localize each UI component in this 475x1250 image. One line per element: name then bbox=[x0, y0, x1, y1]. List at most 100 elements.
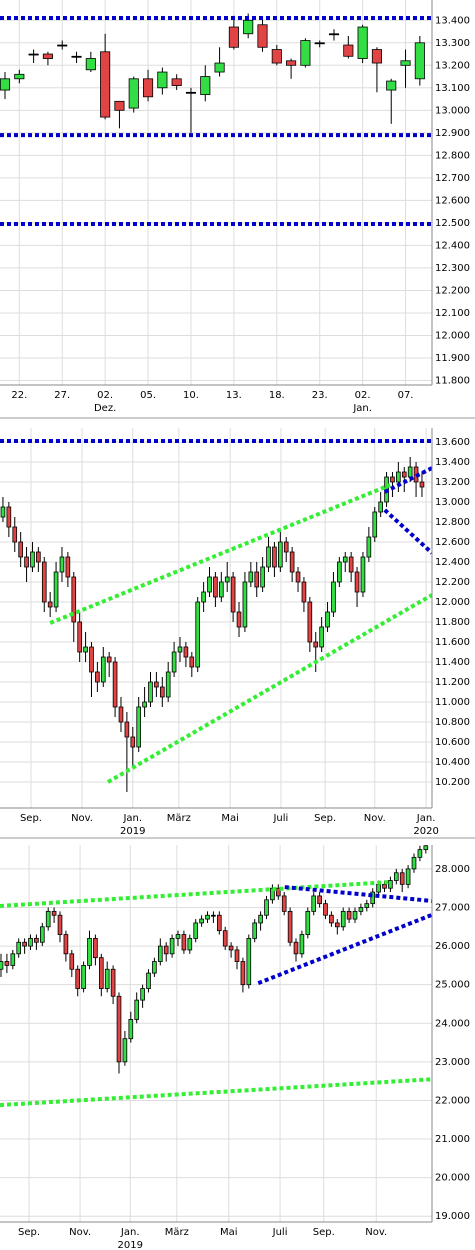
x-tick-label: Mai bbox=[220, 1227, 238, 1238]
candle-body bbox=[41, 561, 47, 603]
candle-body bbox=[323, 903, 328, 916]
candle-body bbox=[47, 601, 53, 608]
y-tick-label: 12.800 bbox=[435, 517, 470, 528]
candle-body bbox=[254, 571, 260, 588]
candle-body bbox=[372, 511, 378, 538]
candle-body bbox=[200, 76, 211, 95]
candle-body bbox=[154, 681, 159, 688]
y-tick-label: 12.100 bbox=[435, 308, 470, 319]
candle-body bbox=[146, 972, 151, 989]
candle-body bbox=[95, 671, 100, 683]
x-tick-label-secondary: 2019 bbox=[117, 1240, 142, 1250]
candle-body bbox=[136, 706, 142, 748]
y-tick-label: 12.000 bbox=[435, 597, 470, 608]
candle-body bbox=[283, 541, 289, 553]
trend-line bbox=[0, 880, 390, 908]
y-tick-label: 12.500 bbox=[435, 218, 470, 229]
x-tick-label: Nov. bbox=[71, 813, 93, 824]
candle-body bbox=[177, 646, 183, 653]
y-tick-label: 12.400 bbox=[435, 557, 470, 568]
plot-area bbox=[0, 428, 432, 808]
x-tick-label: 23. bbox=[312, 390, 328, 401]
y-tick-label: 11.900 bbox=[435, 353, 470, 364]
candle-body bbox=[325, 611, 330, 628]
candle-body bbox=[248, 571, 254, 583]
candle-body bbox=[218, 581, 224, 598]
candle-body bbox=[114, 100, 125, 111]
trend-line bbox=[49, 483, 391, 625]
x-tick-label-secondary: 2020 bbox=[413, 826, 438, 837]
candle-body bbox=[116, 995, 122, 1063]
candle-body bbox=[313, 641, 319, 648]
candle-body bbox=[293, 941, 299, 955]
x-tick-label: März bbox=[167, 813, 191, 824]
candle-body bbox=[165, 671, 171, 698]
x-tick-label: Sep. bbox=[18, 1227, 40, 1238]
candle-body bbox=[175, 934, 181, 939]
candle-body bbox=[106, 656, 112, 663]
candle-body bbox=[414, 42, 425, 80]
candle-body bbox=[16, 941, 22, 955]
candle-body bbox=[148, 681, 153, 703]
candle-body bbox=[236, 611, 242, 628]
candle-body bbox=[140, 988, 145, 1001]
trend-line bbox=[257, 912, 432, 986]
y-tick-label: 12.300 bbox=[435, 263, 470, 274]
candle-body bbox=[343, 44, 354, 57]
y-tick-label: 20.000 bbox=[435, 1173, 470, 1184]
candle-body bbox=[352, 910, 358, 920]
candle-body bbox=[143, 78, 154, 98]
candle-body bbox=[230, 576, 236, 613]
candle-body bbox=[216, 914, 222, 932]
x-tick-label: Nov. bbox=[365, 1227, 387, 1238]
candle-body bbox=[378, 501, 383, 513]
candle-body bbox=[370, 891, 376, 905]
candle-body bbox=[98, 957, 104, 989]
candle-body bbox=[28, 53, 39, 56]
candle-body bbox=[0, 506, 6, 518]
candle-body bbox=[388, 880, 393, 889]
x-tick-label: 02. bbox=[355, 390, 371, 401]
x-tick-label: 18. bbox=[269, 390, 285, 401]
candle-body bbox=[301, 581, 307, 603]
candle-body bbox=[185, 91, 197, 94]
candle-body bbox=[334, 922, 340, 928]
candle-body bbox=[417, 849, 423, 858]
candle-body bbox=[228, 26, 239, 48]
y-tick-label: 27.000 bbox=[435, 903, 470, 914]
candle-body bbox=[10, 953, 16, 966]
candle-body bbox=[163, 945, 169, 955]
candle-body bbox=[181, 934, 187, 951]
candle-body bbox=[222, 930, 228, 947]
candle-body bbox=[358, 907, 364, 912]
candle-body bbox=[45, 910, 51, 928]
candle-body bbox=[211, 914, 216, 917]
candle-body bbox=[242, 581, 248, 628]
y-tick-label: 10.600 bbox=[435, 737, 470, 748]
candle-body bbox=[295, 571, 301, 583]
candle-body bbox=[234, 949, 240, 962]
candle-body bbox=[278, 541, 283, 568]
candle-body bbox=[275, 887, 281, 897]
candle-body bbox=[364, 903, 370, 908]
candle-body bbox=[407, 466, 413, 478]
x-tick-label: 07. bbox=[398, 390, 414, 401]
plot-area bbox=[0, 0, 432, 385]
candle-body bbox=[411, 856, 417, 870]
candle-body bbox=[346, 910, 352, 920]
x-tick-label: Jan. bbox=[122, 813, 142, 824]
candle-body bbox=[419, 481, 425, 488]
y-tick-label: 13.000 bbox=[435, 105, 470, 116]
x-tick-label: Nov. bbox=[364, 813, 386, 824]
y-tick-label: 12.000 bbox=[435, 330, 470, 341]
candle-body bbox=[157, 945, 163, 962]
y-tick-label: 19.000 bbox=[435, 1211, 470, 1222]
candle-body bbox=[329, 914, 334, 924]
y-tick-label: 13.200 bbox=[435, 60, 470, 71]
y-tick-label: 13.200 bbox=[435, 477, 470, 488]
candle-body bbox=[89, 646, 94, 673]
candle-body bbox=[300, 40, 311, 66]
y-tick-label: 25.000 bbox=[435, 980, 470, 991]
candle-body bbox=[110, 968, 116, 997]
